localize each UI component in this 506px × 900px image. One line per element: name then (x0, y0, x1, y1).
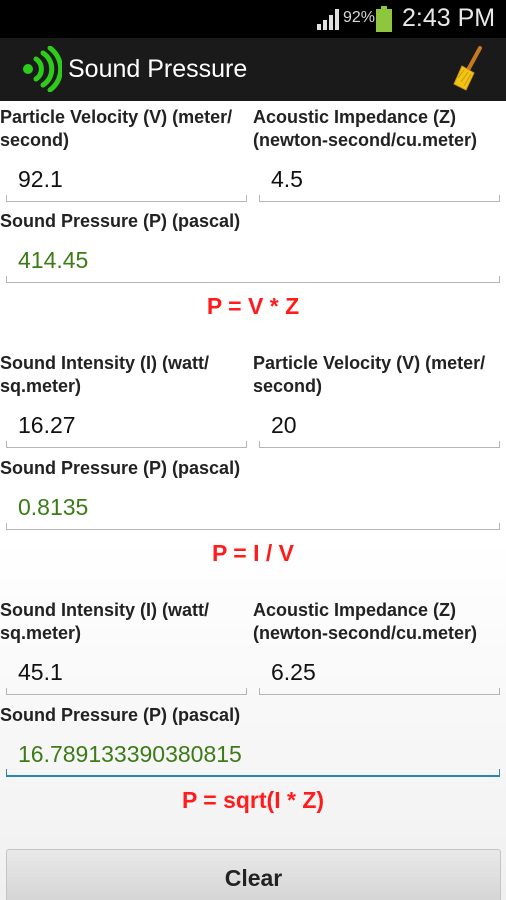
status-bar: 92% 2:43 PM (0, 0, 506, 38)
intensity-input[interactable]: 16.27 (6, 404, 247, 448)
velocity-input[interactable]: 92.1 (6, 158, 247, 202)
pressure-value: 0.8135 (18, 494, 89, 520)
pressure-label: Sound Pressure (P) (pascal) (0, 458, 241, 478)
intensity-value: 45.1 (18, 659, 63, 685)
velocity-input[interactable]: 20 (259, 404, 500, 448)
formula-text: P = V * Z (206, 293, 300, 319)
clock: 2:43 PM (402, 4, 496, 32)
intensity-input[interactable]: 45.1 (6, 651, 247, 695)
app-logo-icon[interactable] (16, 46, 62, 92)
pressure-value: 414.45 (18, 247, 89, 273)
impedance-input[interactable]: 6.25 (259, 651, 500, 695)
action-bar: Sound Pressure (0, 38, 506, 101)
pressure-label: Sound Pressure (P) (pascal) (0, 211, 241, 231)
impedance-value: 6.25 (271, 659, 316, 685)
velocity-label: Particle Velocity (V) (meter/ second) (0, 107, 233, 150)
intensity-value: 16.27 (18, 412, 76, 438)
pressure-output[interactable]: 0.8135 (6, 486, 500, 530)
intensity-label: Sound Intensity (I) (watt/ sq.meter) (0, 600, 209, 643)
clear-button[interactable]: Clear (6, 849, 501, 900)
battery-percent: 92% (343, 9, 376, 26)
pressure-output[interactable]: 414.45 (6, 239, 500, 283)
intensity-label: Sound Intensity (I) (watt/ sq.meter) (0, 353, 209, 396)
pressure-value: 16.789133390380815 (18, 741, 242, 767)
signal-icon (317, 9, 339, 30)
impedance-label: Acoustic Impedance (Z) (newton-second/cu… (253, 107, 478, 150)
impedance-value: 4.5 (271, 166, 303, 192)
impedance-input[interactable]: 4.5 (259, 158, 500, 202)
app-title: Sound Pressure (68, 55, 248, 83)
broom-clear-icon[interactable] (452, 46, 486, 92)
pressure-label: Sound Pressure (P) (pascal) (0, 705, 241, 725)
battery-icon (376, 6, 392, 32)
velocity-value: 20 (271, 412, 297, 438)
calculator-content: Particle Velocity (V) (meter/ second) Ac… (0, 101, 506, 900)
velocity-value: 92.1 (18, 166, 63, 192)
pressure-output[interactable]: 16.789133390380815 (6, 733, 500, 777)
velocity-label: Particle Velocity (V) (meter/ second) (253, 353, 486, 396)
formula-text: P = I / V (211, 540, 295, 566)
impedance-label: Acoustic Impedance (Z) (newton-second/cu… (253, 600, 478, 643)
formula-text: P = sqrt(I * Z) (181, 787, 325, 813)
